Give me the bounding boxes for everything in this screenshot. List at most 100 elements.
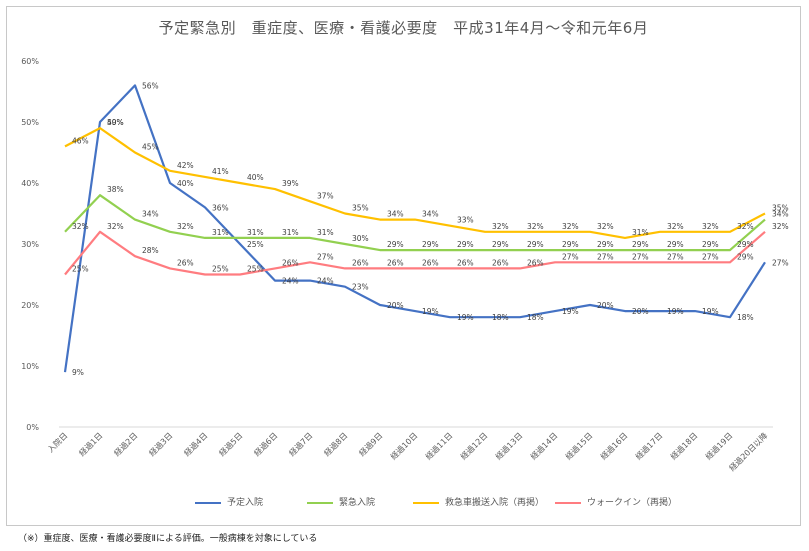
data-label: 27% <box>702 252 719 261</box>
data-label: 30% <box>352 234 369 243</box>
y-tick-label: 0% <box>26 423 39 432</box>
chart-title: 予定緊急別 重症度、医療・看護必要度 平成31年4月～令和元年6月 <box>158 19 649 37</box>
data-label: 20% <box>387 301 404 310</box>
data-label: 29% <box>632 240 649 249</box>
data-label: 27% <box>562 252 579 261</box>
legend-item-3: 救急車搬送入院（再掲） <box>413 495 544 508</box>
data-label: 25% <box>212 265 229 274</box>
data-label: 27% <box>317 252 334 261</box>
data-label: 29% <box>387 240 404 249</box>
legend-swatch <box>413 501 439 504</box>
data-label: 39% <box>282 179 299 188</box>
data-label: 23% <box>352 283 369 292</box>
data-label: 32% <box>737 222 754 231</box>
data-label: 41% <box>212 167 229 176</box>
data-label: 27% <box>772 258 789 267</box>
x-tick-label: 経過6日 <box>252 430 280 458</box>
data-label: 46% <box>72 136 89 145</box>
data-label: 26% <box>527 258 544 267</box>
data-label: 19% <box>562 307 579 316</box>
legend-label: ウォークイン（再掲） <box>587 498 678 508</box>
data-label: 32% <box>772 222 789 231</box>
legend-swatch <box>307 501 333 504</box>
x-tick-label: 経過18日 <box>668 430 699 461</box>
data-label: 29% <box>527 240 544 249</box>
series-line-3 <box>64 126 766 239</box>
data-label: 34% <box>142 210 159 219</box>
data-label: 19% <box>457 313 474 322</box>
data-label: 19% <box>422 307 439 316</box>
data-label: 18% <box>527 313 544 322</box>
data-label: 32% <box>597 222 614 231</box>
data-label: 29% <box>702 240 719 249</box>
data-label: 50% <box>107 118 124 127</box>
data-label: 36% <box>212 203 229 212</box>
data-label: 56% <box>142 81 159 90</box>
chart-frame: 予定緊急別 重症度、医療・看護必要度 平成31年4月～令和元年6月 0% 10% 2… <box>6 6 801 526</box>
data-label: 31% <box>317 228 334 237</box>
data-label: 34% <box>387 210 404 219</box>
data-label: 37% <box>317 191 334 200</box>
data-label: 29% <box>737 240 754 249</box>
x-tick-label: 経過15日 <box>563 430 594 461</box>
data-label: 32% <box>702 222 719 231</box>
data-label: 35% <box>352 204 369 213</box>
data-label: 29% <box>422 240 439 249</box>
data-label: 19% <box>667 307 684 316</box>
data-label: 32% <box>107 222 124 231</box>
data-label: 29% <box>667 240 684 249</box>
footnote: （※）重症度、医療・看護必要度Ⅱによる評価。一般病棟を対象にしている <box>18 534 318 544</box>
data-label: 32% <box>72 222 89 231</box>
data-label: 40% <box>177 179 194 188</box>
legend-swatch <box>195 501 221 504</box>
data-label: 31% <box>247 228 264 237</box>
data-label: 45% <box>142 143 159 152</box>
data-label: 24% <box>317 277 334 286</box>
data-label: 26% <box>387 258 404 267</box>
legend-item-4: ウォークイン（再掲） <box>555 495 677 508</box>
legend-item-2: 緊急入院 <box>307 495 375 508</box>
x-tick-label: 経過10日 <box>388 430 419 461</box>
data-label: 20% <box>632 307 649 316</box>
y-tick-label: 50% <box>21 118 39 127</box>
x-tick-label: 経過5日 <box>217 430 245 458</box>
data-label: 34% <box>422 210 439 219</box>
x-tick-label: 入院日 <box>45 430 69 454</box>
data-label: 27% <box>597 252 614 261</box>
x-tick-label: 経過9日 <box>357 430 385 458</box>
line-chart: 0%10%20%30%40%50%60%入院日 経過1日 経過2日 経過3日 経過4日経… <box>21 57 789 473</box>
data-label: 42% <box>177 161 194 170</box>
data-label: 19% <box>702 307 719 316</box>
data-label: 31% <box>632 228 649 237</box>
data-label: 32% <box>667 222 684 231</box>
data-label: 26% <box>457 258 474 267</box>
data-label: 26% <box>422 258 439 267</box>
data-label: 27% <box>667 252 684 261</box>
data-label: 32% <box>492 222 509 231</box>
data-label: 35% <box>772 204 789 213</box>
x-tick-label: 経過1日 <box>77 430 105 458</box>
y-tick-label: 60% <box>21 57 39 66</box>
legend-swatch <box>555 501 581 504</box>
data-label: 32% <box>177 222 194 231</box>
data-label: 29% <box>737 252 754 261</box>
y-tick-label: 40% <box>21 179 39 188</box>
x-tick-label: 経過12日 <box>458 430 489 461</box>
data-label: 40% <box>247 173 264 182</box>
x-tick-label: 経過2日 <box>112 430 140 458</box>
x-tick-label: 経過11日 <box>423 430 454 461</box>
data-label: 38% <box>107 185 124 194</box>
x-tick-label: 経過17日 <box>633 430 664 461</box>
data-label: 31% <box>212 228 229 237</box>
data-label: 26% <box>492 258 509 267</box>
data-label: 25% <box>72 265 89 274</box>
data-label: 29% <box>457 240 474 249</box>
data-label: 29% <box>562 240 579 249</box>
data-label: 26% <box>352 258 369 267</box>
data-label: 25% <box>247 265 264 274</box>
x-tick-label: 経過8日 <box>322 430 350 458</box>
data-label: 29% <box>492 240 509 249</box>
data-label: 20% <box>597 301 614 310</box>
x-tick-label: 経過14日 <box>528 430 559 461</box>
y-tick-label: 10% <box>21 362 39 371</box>
